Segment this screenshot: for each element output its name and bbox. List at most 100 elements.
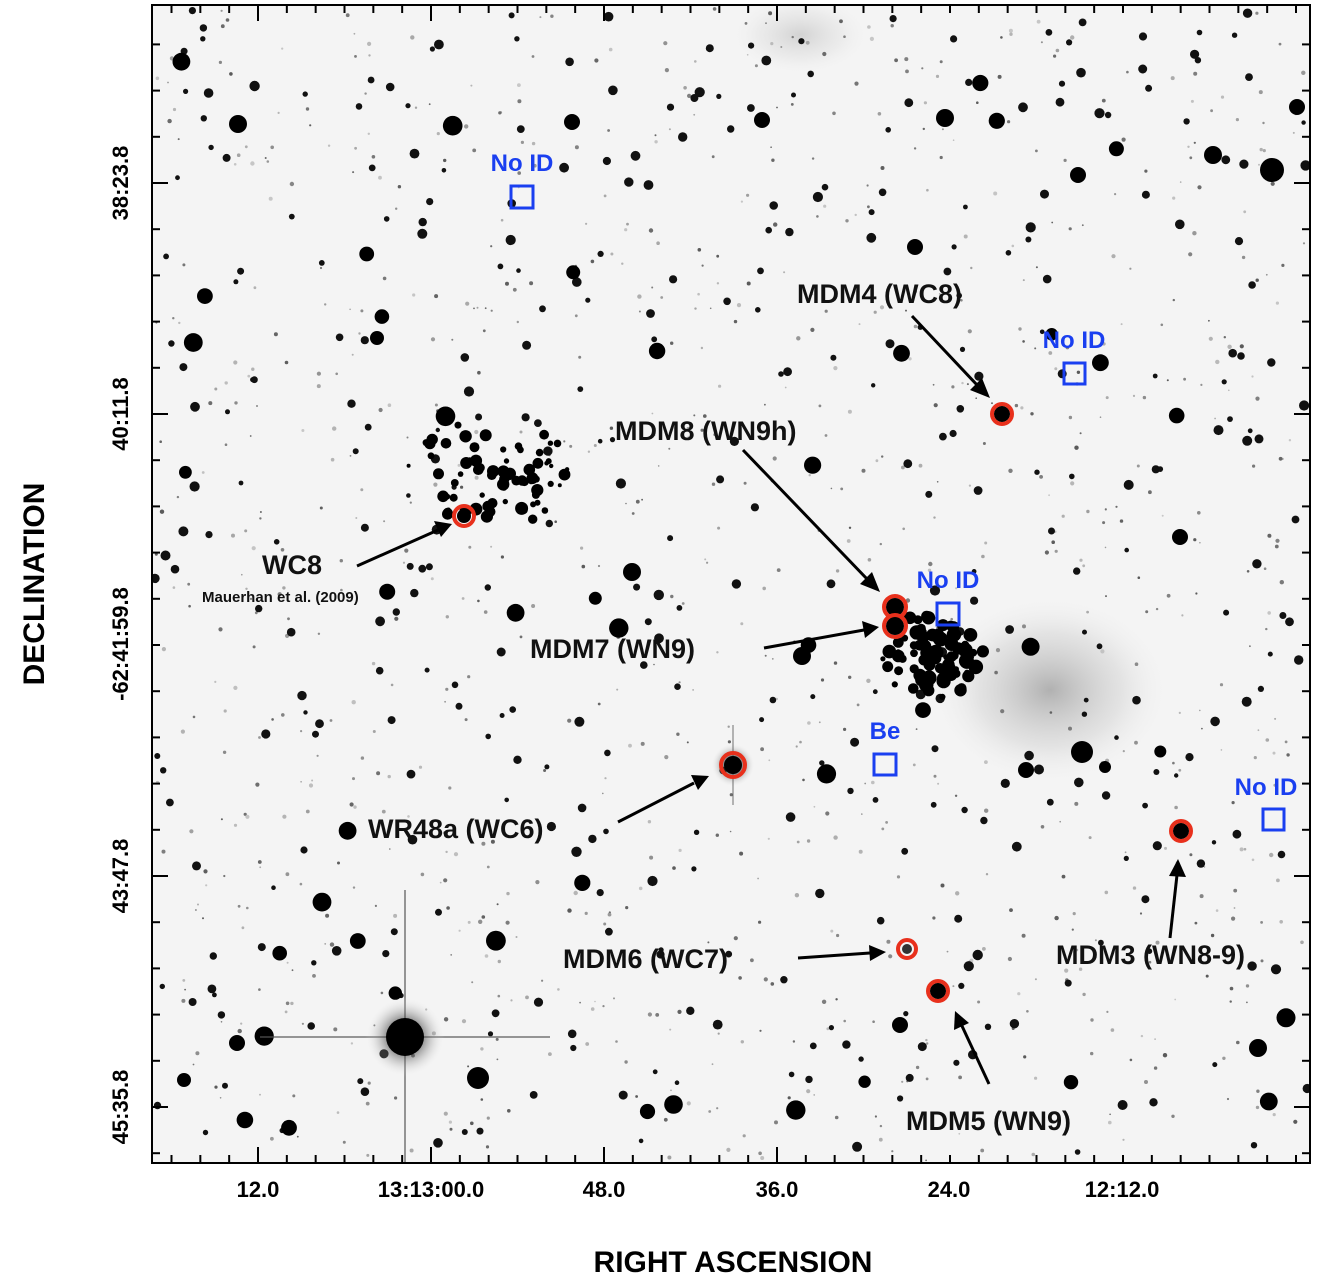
star bbox=[352, 777, 355, 781]
star bbox=[655, 1013, 660, 1017]
star bbox=[360, 523, 369, 532]
star bbox=[1197, 511, 1201, 515]
star bbox=[490, 839, 495, 844]
star bbox=[485, 1145, 490, 1149]
star bbox=[693, 414, 696, 417]
sky-image bbox=[152, 5, 1310, 1163]
star bbox=[1078, 967, 1083, 971]
label-mdm4: MDM4 (WC8) bbox=[797, 279, 962, 309]
star bbox=[522, 340, 532, 350]
star bbox=[963, 961, 974, 972]
star bbox=[1079, 558, 1083, 562]
star bbox=[613, 997, 615, 1000]
star bbox=[1152, 841, 1162, 851]
star bbox=[329, 942, 335, 947]
star bbox=[956, 683, 967, 694]
star bbox=[760, 747, 764, 752]
star bbox=[1286, 753, 1290, 757]
star bbox=[517, 446, 524, 454]
star bbox=[1137, 576, 1141, 579]
star bbox=[830, 354, 837, 361]
star bbox=[1154, 1038, 1156, 1040]
star bbox=[495, 1037, 499, 1041]
star bbox=[155, 76, 160, 81]
star bbox=[1254, 434, 1264, 444]
star bbox=[625, 906, 629, 910]
star bbox=[566, 265, 581, 280]
star bbox=[866, 184, 869, 187]
star bbox=[245, 587, 248, 590]
star bbox=[357, 1078, 364, 1085]
star bbox=[470, 84, 473, 87]
star bbox=[943, 654, 949, 660]
star bbox=[339, 559, 343, 563]
box-noid2 bbox=[1062, 361, 1087, 386]
star bbox=[1106, 1010, 1109, 1014]
star bbox=[577, 803, 587, 813]
star bbox=[875, 459, 879, 463]
star bbox=[393, 913, 398, 918]
star bbox=[715, 833, 719, 837]
star bbox=[1040, 189, 1049, 199]
star bbox=[717, 1032, 720, 1035]
star bbox=[479, 492, 485, 498]
star bbox=[956, 405, 965, 413]
star bbox=[503, 467, 516, 480]
star bbox=[197, 288, 213, 304]
star bbox=[259, 511, 262, 513]
star bbox=[532, 475, 540, 483]
star bbox=[585, 222, 588, 225]
star bbox=[480, 1098, 484, 1101]
star bbox=[496, 647, 506, 657]
star bbox=[580, 546, 584, 550]
star bbox=[1136, 464, 1140, 468]
star bbox=[1105, 595, 1107, 598]
star bbox=[1086, 509, 1090, 514]
star bbox=[937, 782, 940, 785]
star bbox=[300, 781, 302, 783]
star bbox=[529, 281, 534, 286]
star bbox=[1072, 912, 1076, 916]
star bbox=[464, 718, 468, 722]
star bbox=[654, 633, 664, 644]
star bbox=[1000, 709, 1005, 714]
star bbox=[433, 1138, 443, 1148]
star bbox=[1144, 169, 1148, 173]
star bbox=[1243, 210, 1247, 214]
star bbox=[1065, 345, 1070, 350]
x-tick-label: 12:12.0 bbox=[1085, 1177, 1160, 1202]
star bbox=[1231, 32, 1238, 38]
label-noid1: No ID bbox=[491, 150, 554, 177]
star bbox=[161, 849, 166, 854]
star bbox=[713, 433, 717, 437]
star bbox=[229, 72, 233, 76]
star bbox=[244, 529, 248, 533]
star bbox=[498, 111, 502, 115]
star bbox=[1132, 695, 1141, 705]
star bbox=[723, 297, 731, 306]
star bbox=[426, 433, 438, 446]
star bbox=[550, 14, 554, 18]
star bbox=[609, 426, 614, 430]
star bbox=[229, 115, 247, 133]
star bbox=[521, 507, 528, 514]
star bbox=[683, 86, 687, 90]
star bbox=[962, 655, 971, 665]
star bbox=[1129, 1058, 1133, 1062]
star bbox=[902, 527, 905, 531]
star bbox=[768, 11, 773, 16]
star bbox=[1229, 986, 1234, 991]
star bbox=[677, 1009, 682, 1015]
star bbox=[1233, 888, 1238, 893]
star bbox=[243, 812, 247, 816]
star bbox=[383, 216, 390, 222]
star bbox=[490, 545, 493, 548]
star bbox=[1220, 95, 1225, 99]
star bbox=[890, 24, 894, 28]
star bbox=[709, 307, 712, 310]
star bbox=[727, 125, 735, 133]
star bbox=[1178, 768, 1182, 772]
star bbox=[469, 442, 480, 453]
star bbox=[1114, 193, 1117, 196]
star bbox=[497, 263, 504, 270]
